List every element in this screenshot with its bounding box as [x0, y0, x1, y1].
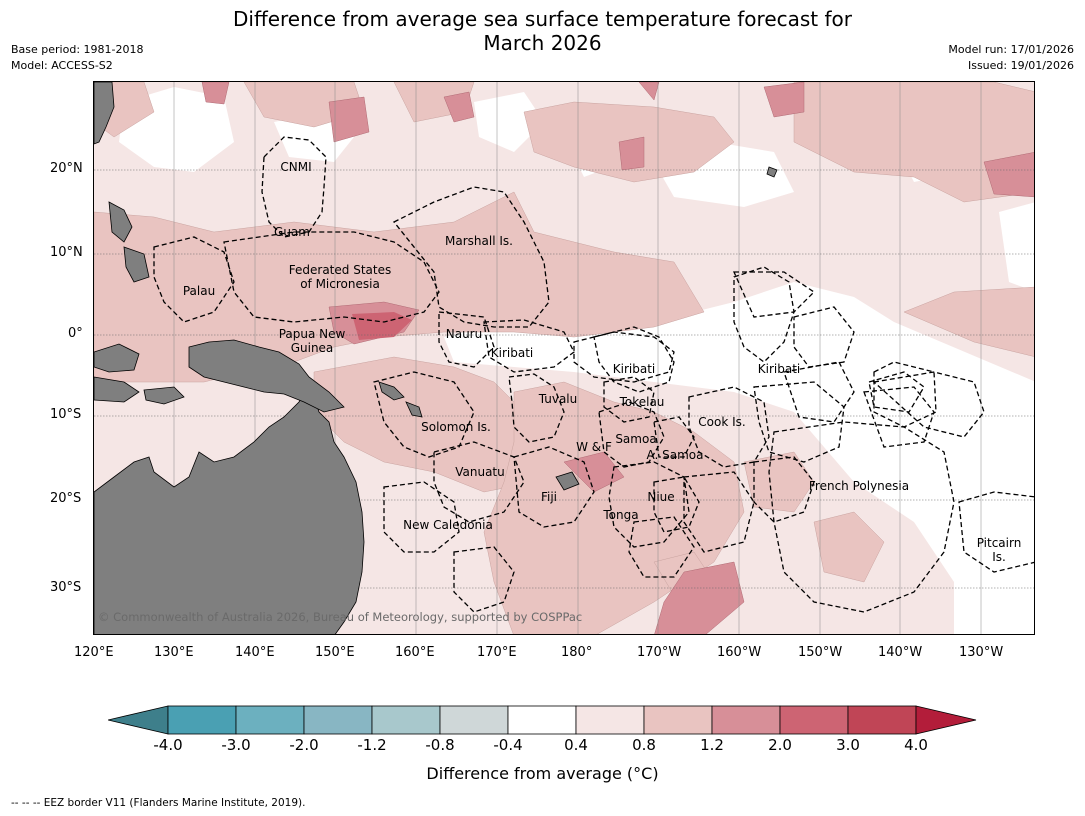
- lon-label-160e: 160°E: [395, 645, 435, 660]
- place-new-caledonia: New Caledonia: [403, 518, 493, 532]
- lon-label-170w: 170°W: [637, 645, 682, 660]
- meta-right: Model run: 17/01/2026 Issued: 19/01/2026: [948, 42, 1074, 74]
- place-cook: Cook Is.: [698, 415, 745, 429]
- lat-label-0: 0°: [68, 326, 83, 341]
- colorbar-cell: [303, 705, 373, 735]
- colorbar-tick-label: 0.4: [564, 736, 588, 754]
- colorbar-cell: [711, 705, 781, 735]
- title-line-1: Difference from average sea surface temp…: [232, 7, 852, 31]
- colorbar-tick-label: -0.8: [425, 736, 455, 754]
- lon-label-130e: 130°E: [154, 645, 194, 660]
- lat-label-30s: 30°S: [50, 580, 82, 595]
- colorbar-cell: [371, 705, 441, 735]
- place-png-line1: Papua New: [279, 327, 346, 341]
- colorbar-title: Difference from average (°C): [426, 764, 659, 783]
- anomaly-2-0-region: [352, 312, 412, 340]
- lat-label-10n: 10°N: [50, 245, 83, 260]
- model-run: Model run: 17/01/2026: [948, 43, 1074, 56]
- colorbar-tick-label: -4.0: [153, 736, 183, 754]
- base-period: Base period: 1981-2018: [11, 43, 144, 56]
- colorbar-cell: [235, 705, 305, 735]
- colorbar-cell: [167, 705, 237, 735]
- colorbar: [108, 705, 977, 735]
- place-kiribati-west: Kiribati: [491, 346, 533, 360]
- map-panel: CNMI Guam Marshall Is. Federated States …: [93, 81, 1035, 635]
- colorbar-cell: [439, 705, 509, 735]
- place-fsm-line1: Federated States: [289, 263, 391, 277]
- colorbar-cells: [108, 705, 977, 735]
- copyright-notice: © Commonwealth of Australia 2026, Bureau…: [98, 610, 583, 624]
- anomaly-0-8-regions: [94, 82, 1034, 634]
- sst-map: CNMI Guam Marshall Is. Federated States …: [94, 82, 1034, 634]
- lon-label-130w: 130°W: [959, 645, 1004, 660]
- place-kiribati-central: Kiribati: [613, 362, 655, 376]
- place-french-polynesia: French Polynesia: [809, 479, 909, 493]
- place-fiji: Fiji: [541, 490, 557, 504]
- lon-label-170e: 170°E: [477, 645, 517, 660]
- anomaly-1-2-regions: [201, 82, 1034, 634]
- place-nauru: Nauru: [446, 327, 482, 341]
- lon-label-120e: 120°E: [74, 645, 114, 660]
- colorbar-cell: [847, 705, 917, 735]
- colorbar-tick-label: -2.0: [289, 736, 319, 754]
- meta-left: Base period: 1981-2018 Model: ACCESS-S2: [11, 42, 143, 74]
- place-marshall: Marshall Is.: [445, 234, 513, 248]
- colorbar-tick-label: 1.2: [700, 736, 724, 754]
- place-kiribati-east: Kiribati: [758, 362, 800, 376]
- lat-label-20n: 20°N: [50, 161, 83, 176]
- place-palau: Palau: [183, 284, 215, 298]
- colorbar-tick-label: -1.2: [357, 736, 387, 754]
- issued-date: Issued: 19/01/2026: [967, 59, 1074, 72]
- colorbar-tick-label: 2.0: [768, 736, 792, 754]
- chart-title: Difference from average sea surface temp…: [0, 7, 1085, 55]
- lon-label-140w: 140°W: [878, 645, 923, 660]
- colorbar-cell: [575, 705, 645, 735]
- place-solomon: Solomon Is.: [421, 420, 491, 434]
- place-wallis-futuna: W & F: [576, 440, 612, 454]
- model-name: Model: ACCESS-S2: [11, 59, 113, 72]
- colorbar-cell: [779, 705, 849, 735]
- colorbar-extend-low: [108, 705, 169, 735]
- place-pitcairn-line2: Is.: [992, 550, 1006, 564]
- colorbar-extend-high: [915, 705, 977, 735]
- colorbar-cell: [643, 705, 713, 735]
- place-png-line2: Guinea: [291, 341, 334, 355]
- lon-label-150e: 150°E: [315, 645, 355, 660]
- place-vanuatu: Vanuatu: [455, 465, 505, 479]
- colorbar-tick-label: -0.4: [493, 736, 523, 754]
- lon-label-140e: 140°E: [235, 645, 275, 660]
- place-tuvalu: Tuvalu: [538, 392, 578, 406]
- lat-label-10s: 10°S: [50, 407, 82, 422]
- place-pitcairn-line1: Pitcairn: [977, 536, 1022, 550]
- colorbar-tick-label: 0.8: [632, 736, 656, 754]
- place-tonga: Tonga: [602, 508, 638, 522]
- place-samoa: Samoa: [615, 432, 656, 446]
- colorbar-tick-label: 3.0: [836, 736, 860, 754]
- place-labels: CNMI Guam Marshall Is. Federated States …: [183, 160, 1021, 564]
- title-line-2: March 2026: [483, 31, 602, 55]
- place-niue: Niue: [647, 490, 674, 504]
- place-tokelau: Tokelau: [619, 395, 665, 409]
- lon-label-180: 180°: [561, 645, 593, 660]
- lon-label-160w: 160°W: [717, 645, 762, 660]
- place-cnmi: CNMI: [280, 160, 311, 174]
- eez-borders: [153, 136, 1034, 613]
- place-american-samoa: A. Samoa: [647, 448, 704, 462]
- colorbar-tick-label: 4.0: [904, 736, 928, 754]
- colorbar-cell: [507, 705, 577, 735]
- colorbar-tick-label: -3.0: [221, 736, 251, 754]
- place-guam: Guam: [274, 225, 310, 239]
- lon-label-150w: 150°W: [798, 645, 843, 660]
- land-masses: [94, 82, 778, 634]
- lat-label-20s: 20°S: [50, 491, 82, 506]
- place-fsm-line2: of Micronesia: [300, 277, 380, 291]
- eez-footnote: -- -- -- EEZ border V11 (Flanders Marine…: [11, 797, 306, 809]
